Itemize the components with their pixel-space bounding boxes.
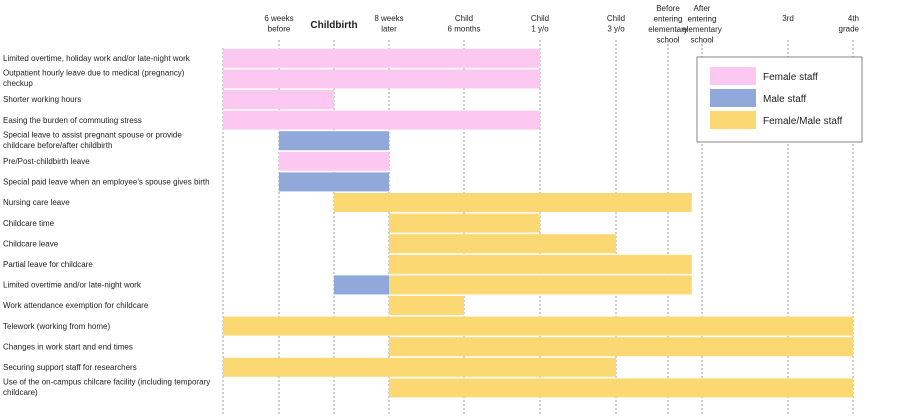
column-label-line: Child [607,14,625,23]
row-label: Pre/Post-childbirth leave [3,157,90,166]
row-label-line: Nursing care leave [3,198,70,207]
row-label-line: Shorter working hours [3,95,81,104]
column-label-line: 8 weeks [374,14,403,23]
column-label-line: elementary [682,25,722,34]
row-label: Special leave to assist pregnant spouse … [3,130,182,150]
row-label: Changes in work start and end times [3,342,133,351]
row-label-line: Limited overtime and/or late-night work [3,281,142,290]
column-label-line: Before [656,4,680,13]
row-label-line: childcare before/after childbirth [3,141,112,150]
row-label-line: Childcare time [3,219,55,228]
column-label-line: entering [688,15,717,24]
bar-male [334,275,389,295]
column-label-line: school [656,36,679,45]
bar-both [389,213,540,233]
row-label-line: Childcare leave [3,239,59,248]
row-label: Limited overtime, holiday work and/or la… [3,54,191,63]
legend-label-both: Female/Male staff [763,116,843,127]
row-label: Securing support staff for researchers [3,363,137,372]
column-label-line: Child [531,14,549,23]
bar-both [223,316,853,336]
row-label: Easing the burden of commuting stress [3,116,142,125]
column-label-line: 1 y/o [531,25,549,34]
column-label-line: before [268,25,291,34]
column-label-line: grade [839,25,860,34]
bar-both [389,254,692,274]
row-label-line: Outpatient hourly leave due to medical (… [3,69,185,78]
legend-label-female: Female staff [763,72,818,83]
column-label: 4th grade [839,14,860,34]
column-label-line: later [381,25,397,34]
column-label: Child 3 y/o [607,14,625,34]
row-label: Outpatient hourly leave due to medical (… [3,69,185,89]
column-label-line: Child [455,14,473,23]
column-label: 3rd [782,14,794,23]
bar-both [389,378,853,398]
bar-male [279,131,389,151]
row-label: Telework (working from home) [3,322,110,331]
bar-female [223,48,540,68]
row-label: Work attendance exemption for childcare [3,301,149,310]
column-label-line: After [694,4,711,13]
row-label: Special paid leave when an employee's sp… [3,178,210,187]
column-label-line: 6 months [448,25,481,34]
row-label-line: Special paid leave when an employee's sp… [3,178,210,187]
row-label-line: Special leave to assist pregnant spouse … [3,130,182,139]
row-label-line: Easing the burden of commuting stress [3,116,142,125]
column-label-line: 4th [848,14,859,23]
column-label-line: elementary [648,25,688,34]
column-label: Child 6 months [448,14,481,34]
legend-swatch-both [710,111,756,129]
bar-male [279,172,389,192]
row-label: Limited overtime and/or late-night work [3,281,142,290]
row-label-line: Limited overtime, holiday work and/or la… [3,54,191,63]
row-label: Shorter working hours [3,95,81,104]
row-label-line: Securing support staff for researchers [3,363,137,372]
row-label: Nursing care leave [3,198,70,207]
column-label: Childbirth [310,20,357,31]
row-label-line: childcare) [3,388,38,397]
bar-both [223,357,616,377]
row-label-line: Work attendance exemption for childcare [3,301,149,310]
bar-both [389,296,464,315]
row-label-line: checkup [3,79,33,88]
column-label: Child 1 y/o [531,14,549,34]
column-label: 8 weeks later [374,14,403,34]
column-label-line: 3 y/o [607,25,625,34]
bar-female [223,69,540,89]
column-label: Before entering elementary school [648,4,688,45]
column-label-line: 6 weeks [264,14,293,23]
bar-both [389,234,616,254]
bar-female [223,110,540,130]
legend-swatch-male [710,89,756,107]
row-label-line: Changes in work start and end times [3,342,133,351]
column-label-line: 3rd [782,14,794,23]
row-label: Childcare time [3,219,55,228]
row-label: Partial leave for childcare [3,260,93,269]
row-label: Childcare leave [3,239,59,248]
row-label-line: Telework (working from home) [3,322,110,331]
row-label-line: Pre/Post-childbirth leave [3,157,90,166]
bar-both [389,275,692,295]
bar-both [334,193,692,212]
bar-both [389,337,853,357]
row-label: Use of the on-campus chilcare facility (… [3,378,210,398]
column-label-line: school [690,36,713,45]
row-label-line: Use of the on-campus chilcare facility (… [3,378,210,387]
column-label: 6 weeks before [264,14,293,34]
row-label-line: Partial leave for childcare [3,260,93,269]
bar-female [279,151,389,171]
legend-label-male: Male staff [763,94,806,105]
column-label: After entering elementary school [682,4,722,45]
bar-female [223,90,334,109]
column-label-line: entering [654,15,683,24]
legend-swatch-female [710,67,756,85]
column-label-line: Childbirth [310,20,357,31]
